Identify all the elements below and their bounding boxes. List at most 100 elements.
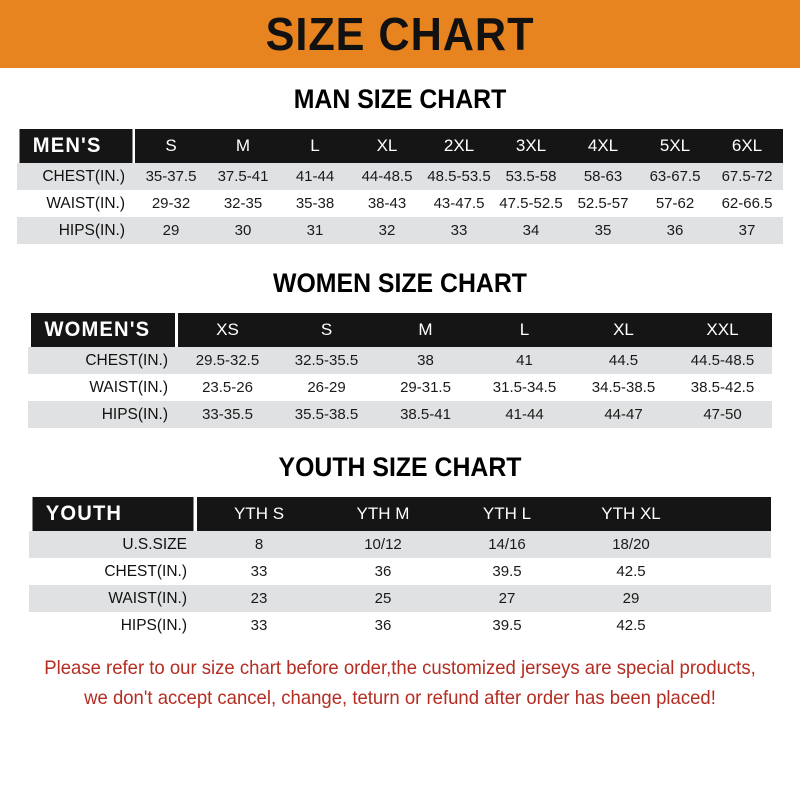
measurement-cell: 38.5-42.5 bbox=[673, 374, 772, 401]
measurement-cell: 29 bbox=[135, 217, 207, 244]
measurement-cell: 44-47 bbox=[574, 401, 673, 428]
section-title: YOUTH SIZE CHART bbox=[278, 452, 522, 482]
measurement-cell: 14/16 bbox=[445, 531, 569, 558]
measurement-cell: 44.5-48.5 bbox=[673, 347, 772, 374]
table-row: CHEST(IN.) 29.5-32.5 32.5-35.5 38 41 44.5 44.5… bbox=[28, 347, 772, 374]
size-column-header: 3XL bbox=[495, 129, 567, 163]
size-column-header: S bbox=[135, 129, 207, 163]
measurement-cell: 32 bbox=[351, 217, 423, 244]
measurement-cell: 32.5-35.5 bbox=[277, 347, 376, 374]
measurement-cell: 42.5 bbox=[569, 612, 693, 639]
footer-line-2: we don't accept cancel, change, teturn o… bbox=[84, 687, 716, 709]
measurement-cell: 62-66.5 bbox=[711, 190, 783, 217]
measurement-cell: 37.5-41 bbox=[207, 163, 279, 190]
measurement-cell: 52.5-57 bbox=[567, 190, 639, 217]
measurement-cell: 35-37.5 bbox=[135, 163, 207, 190]
row-pad-cell bbox=[693, 612, 771, 639]
measurement-cell: 33 bbox=[197, 612, 321, 639]
measurement-cell: 38 bbox=[376, 347, 475, 374]
measurement-cell: 58-63 bbox=[567, 163, 639, 190]
table-header-label: MEN'S bbox=[19, 129, 133, 163]
row-pad-cell bbox=[693, 558, 771, 585]
row-label: U.S.SIZE bbox=[29, 531, 197, 558]
size-table: YOUTH YTH S YTH M YTH L YTH XL U.S.SIZE 8 10/12… bbox=[29, 497, 771, 639]
measurement-cell: 36 bbox=[639, 217, 711, 244]
measurement-cell: 38-43 bbox=[351, 190, 423, 217]
size-column-header: M bbox=[376, 313, 475, 347]
table-header-row: YOUTH YTH S YTH M YTH L YTH XL bbox=[29, 497, 771, 531]
row-label: HIPS(IN.) bbox=[29, 612, 197, 639]
row-label: CHEST(IN.) bbox=[17, 163, 135, 190]
size-column-header: M bbox=[207, 129, 279, 163]
sections-container: MAN SIZE CHART MEN'S S M L XL 2XL 3XL 4XL 5XL 6XL C… bbox=[0, 86, 800, 639]
measurement-cell: 29-31.5 bbox=[376, 374, 475, 401]
table-row: U.S.SIZE 8 10/12 14/16 18/20 bbox=[29, 531, 771, 558]
size-column-header: XL bbox=[351, 129, 423, 163]
measurement-cell: 29-32 bbox=[135, 190, 207, 217]
row-label: WAIST(IN.) bbox=[17, 190, 135, 217]
measurement-cell: 36 bbox=[321, 612, 445, 639]
section-title: MAN SIZE CHART bbox=[293, 84, 507, 114]
size-column-header: YTH XL bbox=[569, 497, 693, 531]
measurement-cell: 33 bbox=[423, 217, 495, 244]
measurement-cell: 39.5 bbox=[445, 612, 569, 639]
size-column-header: 6XL bbox=[711, 129, 783, 163]
measurement-cell: 41 bbox=[475, 347, 574, 374]
size-column-header: S bbox=[277, 313, 376, 347]
page-title: SIZE CHART bbox=[265, 8, 535, 60]
measurement-cell: 44-48.5 bbox=[351, 163, 423, 190]
table-row: WAIST(IN.) 29-32 32-35 35-38 38-43 43-47.5 47.… bbox=[17, 190, 783, 217]
row-pad-cell bbox=[693, 585, 771, 612]
size-section-3: YOUTH SIZE CHART YOUTH YTH S YTH M YTH L YTH … bbox=[0, 454, 800, 639]
measurement-cell: 30 bbox=[207, 217, 279, 244]
table-row: WAIST(IN.) 23 25 27 29 bbox=[29, 585, 771, 612]
table-row: HIPS(IN.) 33-35.5 35.5-38.5 38.5-41 41-44 44-… bbox=[28, 401, 772, 428]
measurement-cell: 47.5-52.5 bbox=[495, 190, 567, 217]
measurement-cell: 32-35 bbox=[207, 190, 279, 217]
size-column-header: YTH S bbox=[197, 497, 321, 531]
size-column-header: XXL bbox=[673, 313, 772, 347]
size-table: WOMEN'S XS S M L XL XXL CHEST(IN.) 29.5-32.5 32.5… bbox=[28, 313, 772, 428]
measurement-cell: 33-35.5 bbox=[178, 401, 277, 428]
measurement-cell: 41-44 bbox=[279, 163, 351, 190]
measurement-cell: 42.5 bbox=[569, 558, 693, 585]
measurement-cell: 34.5-38.5 bbox=[574, 374, 673, 401]
footer-disclaimer: Please refer to our size chart before or… bbox=[0, 653, 800, 713]
header-pad-cell bbox=[693, 497, 771, 531]
table-header-row: WOMEN'S XS S M L XL XXL bbox=[28, 313, 772, 347]
measurement-cell: 36 bbox=[321, 558, 445, 585]
table-row: WAIST(IN.) 23.5-26 26-29 29-31.5 31.5-34.5 34… bbox=[28, 374, 772, 401]
measurement-cell: 18/20 bbox=[569, 531, 693, 558]
size-column-header: L bbox=[279, 129, 351, 163]
row-label: CHEST(IN.) bbox=[29, 558, 197, 585]
measurement-cell: 34 bbox=[495, 217, 567, 244]
measurement-cell: 23.5-26 bbox=[178, 374, 277, 401]
measurement-cell: 39.5 bbox=[445, 558, 569, 585]
measurement-cell: 43-47.5 bbox=[423, 190, 495, 217]
measurement-cell: 10/12 bbox=[321, 531, 445, 558]
size-column-header: YTH M bbox=[321, 497, 445, 531]
row-label: WAIST(IN.) bbox=[29, 585, 197, 612]
measurement-cell: 26-29 bbox=[277, 374, 376, 401]
size-column-header: 2XL bbox=[423, 129, 495, 163]
footer-line-1: Please refer to our size chart before or… bbox=[44, 657, 756, 679]
size-column-header: XL bbox=[574, 313, 673, 347]
measurement-cell: 31.5-34.5 bbox=[475, 374, 574, 401]
row-pad-cell bbox=[693, 531, 771, 558]
measurement-cell: 48.5-53.5 bbox=[423, 163, 495, 190]
measurement-cell: 47-50 bbox=[673, 401, 772, 428]
size-section-1: MAN SIZE CHART MEN'S S M L XL 2XL 3XL 4XL 5XL 6XL C… bbox=[0, 86, 800, 244]
measurement-cell: 23 bbox=[197, 585, 321, 612]
size-column-header: YTH L bbox=[445, 497, 569, 531]
size-column-header: L bbox=[475, 313, 574, 347]
measurement-cell: 29 bbox=[569, 585, 693, 612]
measurement-cell: 41-44 bbox=[475, 401, 574, 428]
measurement-cell: 63-67.5 bbox=[639, 163, 711, 190]
measurement-cell: 27 bbox=[445, 585, 569, 612]
measurement-cell: 25 bbox=[321, 585, 445, 612]
measurement-cell: 35 bbox=[567, 217, 639, 244]
measurement-cell: 31 bbox=[279, 217, 351, 244]
table-row: CHEST(IN.) 35-37.5 37.5-41 41-44 44-48.5 48.5… bbox=[17, 163, 783, 190]
row-label: CHEST(IN.) bbox=[28, 347, 178, 374]
